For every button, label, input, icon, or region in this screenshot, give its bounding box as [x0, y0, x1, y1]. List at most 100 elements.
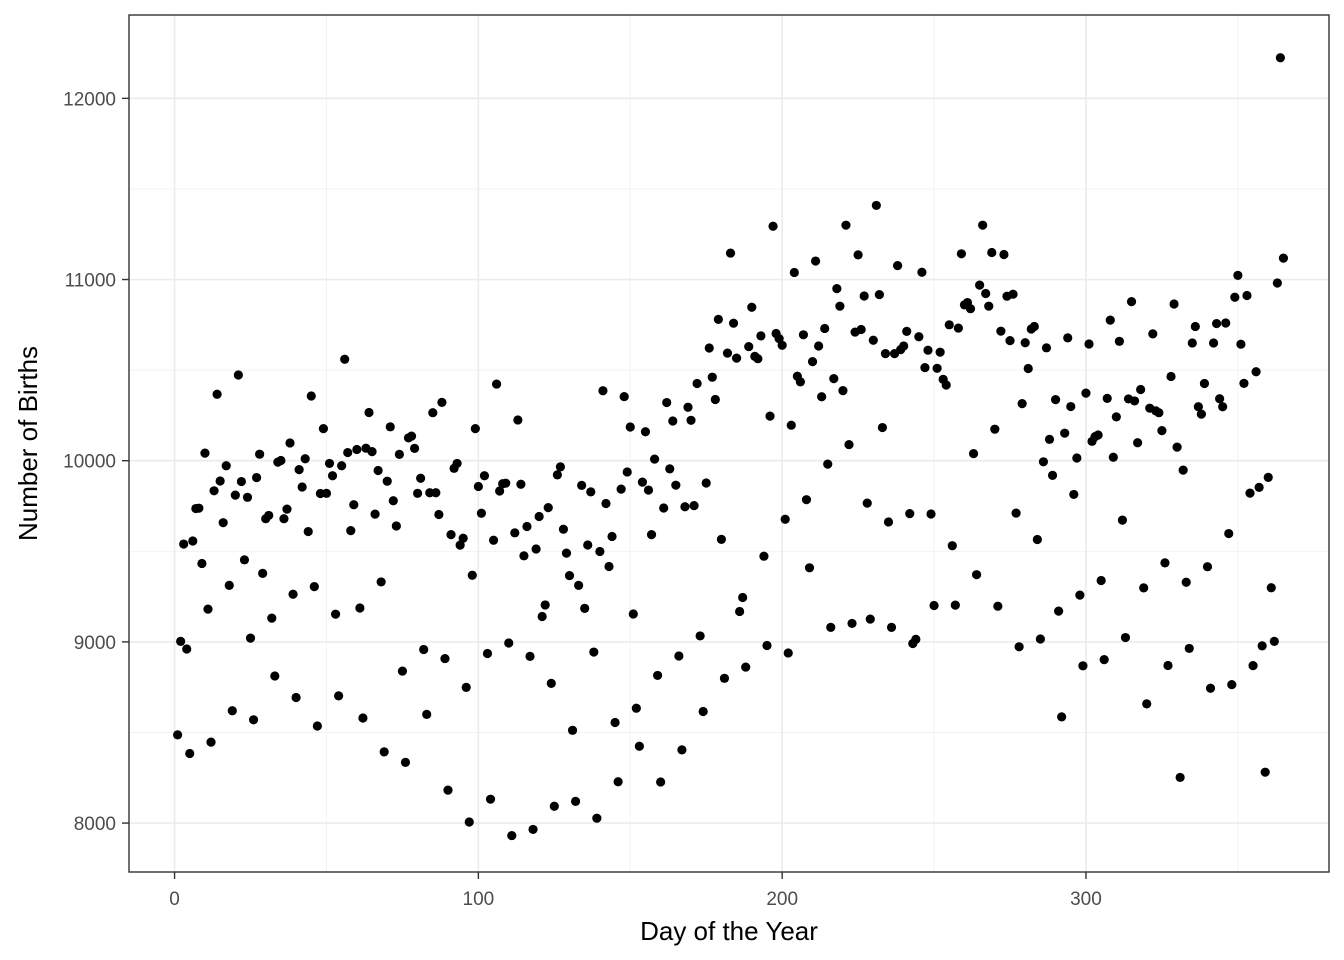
data-point: [1133, 438, 1143, 448]
data-point: [856, 324, 866, 335]
data-point: [1266, 583, 1276, 593]
data-point: [914, 332, 924, 342]
data-point: [1260, 767, 1270, 777]
data-point: [883, 517, 894, 527]
data-point: [768, 221, 778, 231]
data-point: [731, 353, 742, 363]
data-point: [1054, 606, 1064, 616]
data-point: [935, 347, 945, 357]
data-point: [692, 378, 702, 389]
data-point: [1163, 660, 1173, 671]
data-point: [847, 618, 857, 629]
data-point: [728, 318, 739, 328]
data-point: [747, 302, 757, 312]
data-points: [173, 53, 1289, 841]
data-point: [391, 521, 401, 531]
data-point: [385, 422, 395, 432]
data-point: [1227, 680, 1237, 690]
data-point: [616, 484, 626, 494]
data-point: [251, 472, 262, 483]
data-point: [683, 402, 693, 412]
y-axis-title: Number of Births: [13, 346, 43, 541]
y-tick-label: 8000: [74, 814, 116, 835]
data-point: [309, 582, 319, 592]
data-point: [1263, 472, 1273, 482]
data-point: [340, 354, 350, 364]
data-point: [294, 464, 304, 475]
data-point: [829, 374, 839, 384]
data-point: [221, 461, 231, 471]
data-point: [1099, 655, 1109, 665]
data-point: [1005, 335, 1015, 346]
data-point: [1078, 661, 1088, 671]
data-point: [209, 486, 219, 496]
data-point: [473, 481, 483, 492]
data-point: [318, 424, 329, 434]
data-point: [795, 377, 805, 387]
data-point: [619, 391, 629, 402]
data-point: [409, 443, 420, 453]
data-point: [835, 301, 845, 311]
data-point: [224, 580, 234, 590]
data-point: [832, 283, 842, 294]
y-tick-label: 12000: [63, 89, 116, 110]
data-point: [397, 666, 408, 676]
data-point: [926, 509, 936, 519]
data-point: [841, 220, 851, 230]
data-point: [981, 288, 991, 299]
data-point: [373, 465, 383, 476]
data-point: [574, 580, 584, 590]
data-point: [583, 540, 593, 550]
data-point: [874, 289, 884, 300]
data-point: [1221, 318, 1231, 328]
data-point: [570, 796, 581, 806]
data-point: [1172, 442, 1182, 452]
data-point: [1269, 636, 1279, 646]
data-point: [1236, 339, 1246, 349]
data-point: [543, 503, 553, 513]
data-point: [1154, 408, 1164, 418]
minor-gridlines: [129, 15, 1329, 872]
data-point: [817, 392, 827, 402]
data-point: [1108, 452, 1118, 462]
data-point: [1211, 318, 1222, 329]
data-point: [522, 521, 532, 532]
data-point: [176, 636, 186, 646]
data-point: [485, 794, 496, 804]
data-point: [886, 622, 897, 633]
data-point: [987, 247, 997, 258]
data-point: [434, 509, 444, 520]
data-point: [1126, 297, 1137, 307]
data-point: [531, 544, 541, 554]
data-point: [558, 524, 569, 534]
data-point: [446, 530, 456, 540]
data-point: [185, 748, 195, 759]
data-point: [823, 459, 833, 469]
data-point: [349, 500, 359, 510]
data-point: [327, 471, 338, 481]
data-point: [1157, 426, 1167, 436]
data-point: [634, 741, 644, 751]
data-point: [646, 530, 657, 540]
data-point: [1032, 534, 1042, 545]
data-point: [1202, 562, 1213, 572]
data-point: [1181, 577, 1191, 587]
data-point: [911, 634, 921, 644]
data-point: [1129, 396, 1140, 406]
data-point: [838, 385, 848, 396]
data-point: [622, 467, 632, 477]
data-point: [978, 220, 988, 230]
data-point: [744, 341, 754, 352]
data-point: [1142, 699, 1152, 709]
data-point: [510, 528, 520, 538]
data-point: [722, 348, 733, 358]
data-point: [519, 551, 529, 561]
data-point: [561, 548, 572, 558]
data-point: [394, 449, 404, 459]
data-point: [288, 589, 298, 599]
data-point: [680, 502, 690, 512]
data-point: [282, 504, 292, 514]
data-point: [1014, 642, 1024, 652]
data-point: [686, 415, 696, 425]
